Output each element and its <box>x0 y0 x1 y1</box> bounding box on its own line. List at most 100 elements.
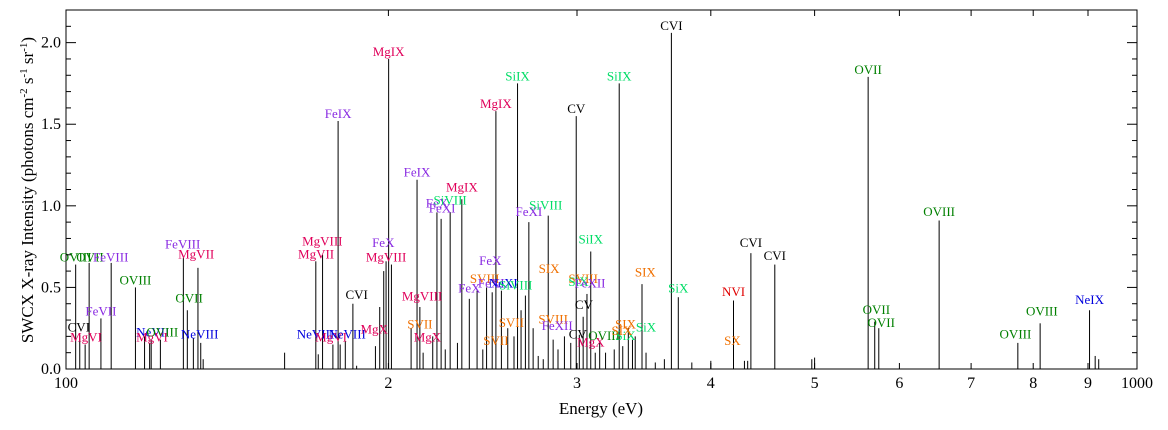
line-label-32: MgIX <box>446 179 478 194</box>
line-label-48: CV <box>567 101 586 116</box>
line-labels: OVIIICVIMgVIOVIIFeVIIIFeVIIOVIIINeVIIMgV… <box>60 18 1105 350</box>
line-label-30: FeXI <box>429 201 456 216</box>
y-axis-label-exp1: -2 <box>18 88 30 97</box>
line-label-42: SiIX <box>505 68 530 83</box>
line-label-1: CVI <box>68 320 90 335</box>
y-axis-ticks: 0.0 0.5 1.0 1.5 2.0 <box>41 9 1137 378</box>
y-tick-label-4: 2.0 <box>41 35 61 52</box>
line-label-61: SiX <box>636 320 657 335</box>
line-label-71: OVII <box>868 315 895 330</box>
line-label-17: MgVI <box>315 330 347 345</box>
x-axis-label: Energy (eV) <box>559 399 643 418</box>
line-label-60: SIX <box>635 264 657 279</box>
line-label-64: CVI <box>660 18 682 33</box>
y-tick-label-0: 0.0 <box>41 361 61 378</box>
line-label-55: MgX <box>577 334 605 349</box>
y-axis-label-exp3: -1 <box>18 43 30 52</box>
line-label-27: SVII <box>407 316 432 331</box>
line-label-47: FeXII <box>542 318 573 333</box>
line-label-22: FeX <box>372 235 395 250</box>
line-label-7: NeVII <box>136 325 169 340</box>
line-label-36: FeXI <box>478 276 505 291</box>
line-label-26: MgVIII <box>402 289 442 304</box>
line-label-20: CVI <box>345 287 367 302</box>
line-label-49: SiIX <box>578 232 603 247</box>
line-label-38: SiVIII <box>499 277 532 292</box>
line-label-28: MgX <box>414 330 442 345</box>
line-label-44: SiVIII <box>529 197 562 212</box>
line-label-5: FeVII <box>85 303 116 318</box>
line-label-4: FeVIII <box>93 250 128 265</box>
line-label-43: FeXI <box>515 204 542 219</box>
line-label-33: FeX <box>458 281 481 296</box>
line-label-8: MgVI <box>136 330 168 345</box>
y-axis-label-exp2: -1 <box>18 68 30 77</box>
line-label-45: SIX <box>539 261 561 276</box>
line-label-25: FeIX <box>404 165 431 180</box>
line-label-46: SVIII <box>538 312 568 327</box>
line-label-12: OVII <box>175 290 202 305</box>
line-label-58: SIX <box>615 316 637 331</box>
line-label-29: FeX <box>426 196 449 211</box>
x-tick-label-0: 100 <box>54 375 78 392</box>
x-tick-label-3: 4 <box>707 375 715 392</box>
line-label-6: OVIII <box>120 272 152 287</box>
line-label-69: OVII <box>854 62 881 77</box>
line-label-15: MgVIII <box>302 233 342 248</box>
line-label-24: MgIX <box>373 44 405 59</box>
x-tick-label-4: 5 <box>811 375 819 392</box>
line-label-70: OVII <box>863 302 890 317</box>
line-label-35: FeX <box>479 253 502 268</box>
line-label-10: FeVIII <box>165 237 200 252</box>
y-axis-label-sr: sr <box>18 51 37 68</box>
line-label-66: SX <box>724 333 741 348</box>
line-label-39: SVII <box>499 315 524 330</box>
line-label-40: SVII <box>483 333 508 348</box>
line-label-11: MgVII <box>178 246 214 261</box>
y-axis-label-suffix: ) <box>18 37 37 43</box>
line-label-67: CVI <box>740 235 762 250</box>
line-label-37: NeXI <box>489 276 518 291</box>
line-label-65: NVI <box>722 284 745 299</box>
line-label-52: FeXII <box>574 276 605 291</box>
x-tick-label-6: 7 <box>967 375 975 392</box>
line-label-16: MgVII <box>298 246 334 261</box>
line-label-18: NeVIII <box>328 326 366 341</box>
line-label-19: FeIX <box>325 106 352 121</box>
x-tick-label-5: 6 <box>895 375 903 392</box>
x-tick-label-7: 8 <box>1029 375 1037 392</box>
line-label-54: CV <box>569 326 588 341</box>
x-tick-label-8: 9 <box>1084 375 1092 392</box>
plot-frame <box>65 9 1138 370</box>
line-label-68: CVI <box>764 248 786 263</box>
line-label-59: SiX <box>615 328 636 343</box>
line-label-63: SiX <box>668 281 689 296</box>
line-label-51: SiX <box>568 274 589 289</box>
y-tick-label-1: 0.5 <box>41 279 61 296</box>
y-tick-label-2: 1.0 <box>41 198 61 215</box>
x-tick-label-1: 2 <box>384 375 392 392</box>
line-label-9: OVIII <box>146 325 178 340</box>
line-label-23: MgVIII <box>366 250 406 265</box>
line-label-34: SVIII <box>470 271 500 286</box>
line-label-62: SIX <box>612 323 634 338</box>
line-label-72: OVIII <box>923 204 955 219</box>
line-label-31: SiVIII <box>434 192 467 207</box>
y-tick-label-3: 1.5 <box>41 116 61 133</box>
line-label-50: SVIII <box>568 271 598 286</box>
line-label-3: OVII <box>76 250 103 265</box>
x-axis-ticks: 100 2 3 4 5 6 7 8 9 1000 <box>54 10 1153 392</box>
x-tick-label-2: 3 <box>573 375 581 392</box>
line-label-73: OVIII <box>1000 326 1032 341</box>
line-label-75: NeIX <box>1075 292 1104 307</box>
line-label-57: SiIX <box>607 68 632 83</box>
line-label-14: NeVIII <box>297 326 335 341</box>
line-label-56: OVIII <box>588 328 620 343</box>
y-axis-label: SWCX X-ray Intensity (photons cm-2 s-1 s… <box>18 37 37 343</box>
line-label-53: CV <box>575 297 594 312</box>
line-label-74: OVIII <box>1026 303 1058 318</box>
emission-lines <box>75 32 1100 369</box>
line-label-13: NeVIII <box>181 326 219 341</box>
